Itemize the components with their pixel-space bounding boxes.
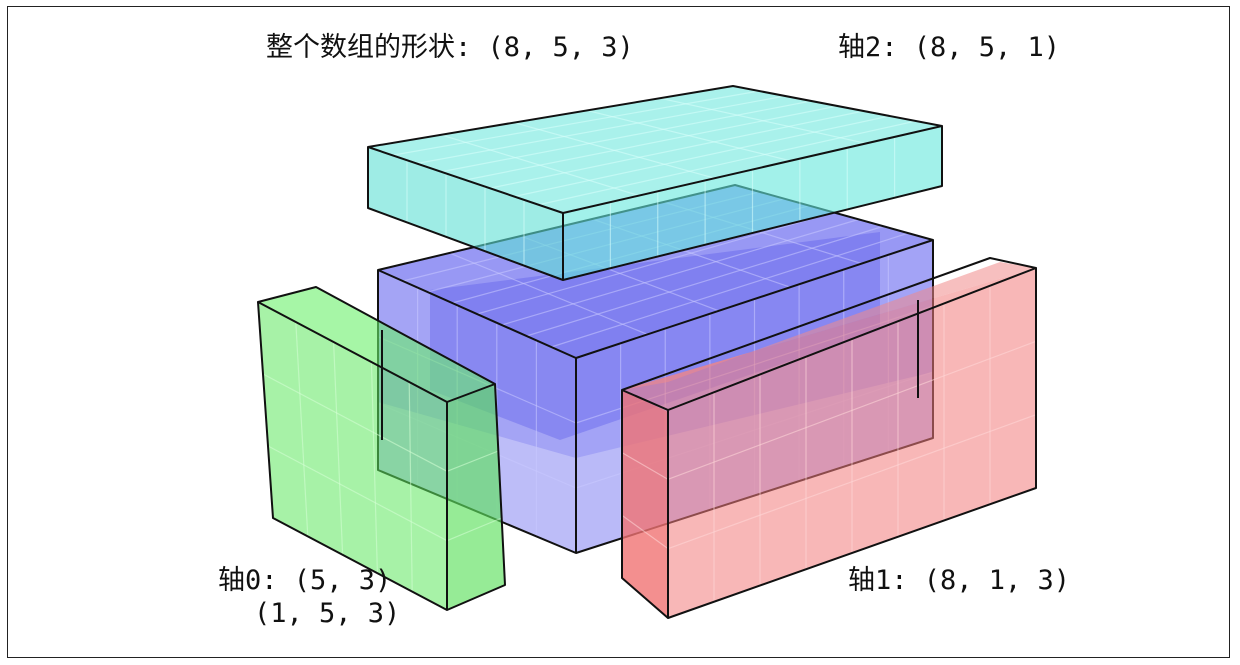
axis0-grid-line	[408, 381, 413, 592]
main-block-inner-shade	[430, 232, 880, 440]
axis2-grid-line	[465, 105, 838, 181]
axis1-grid-line	[621, 452, 669, 480]
axis0-grid-line	[295, 321, 309, 537]
axis2-grid-line	[416, 95, 786, 165]
axis0-slab-top	[258, 287, 495, 402]
axis0-label: 轴0: (5, 3)	[218, 565, 392, 596]
axis0-slab-grid	[262, 321, 502, 592]
axis0-shape-label: (1, 5, 3)	[254, 598, 401, 629]
main-grid-line	[526, 225, 884, 337]
axis0-slab-right	[447, 384, 505, 610]
axis0-grid-line	[446, 450, 499, 472]
axis0-slab-front	[258, 302, 447, 610]
axis2-slab-left	[368, 147, 563, 280]
axis2-grid-line	[489, 110, 864, 189]
axis1-slab-left	[622, 390, 668, 618]
axis0-grid-line	[267, 445, 448, 542]
axis2-grid-line	[538, 120, 917, 206]
axis2-slab-grid	[392, 90, 917, 269]
axis0-grid-line	[262, 373, 448, 472]
axis2-grid-line	[514, 115, 890, 198]
axis1-grid-line	[667, 414, 1037, 550]
axis0-grid-line	[446, 517, 502, 542]
axis2-slab	[367, 85, 943, 281]
axis1-slab-grid	[621, 285, 1037, 602]
axis0-grid-line	[370, 361, 378, 574]
axis1-slab	[621, 257, 1037, 619]
main-block-top	[378, 185, 933, 358]
main-grid-line	[476, 211, 835, 315]
axis1-grid-line	[621, 514, 669, 550]
axis1-slab-top	[622, 262, 1036, 390]
axis2-slab-top	[368, 86, 942, 213]
main-grid-line	[501, 218, 859, 326]
whole-shape-label: 整个数组的形状: (8, 5, 3)	[266, 32, 634, 63]
axis0-slab	[257, 286, 506, 611]
axis0-grid-line	[333, 341, 344, 555]
axis1-slab-front	[622, 268, 1036, 618]
axis1-grid-line	[667, 340, 1037, 480]
axis1-label: 轴1: (8, 1, 3)	[848, 565, 1071, 596]
axis2-grid-line	[441, 100, 812, 173]
axis2-label: 轴2: (8, 5, 1)	[838, 32, 1061, 63]
main-grid-line	[551, 232, 909, 348]
axis2-grid-line	[392, 90, 760, 156]
